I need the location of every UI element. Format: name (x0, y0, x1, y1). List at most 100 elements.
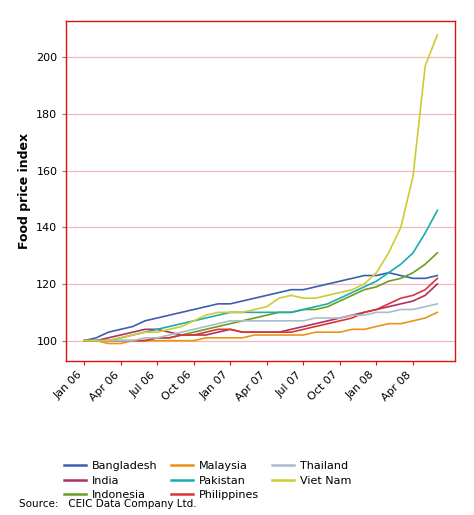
Pakistan (81, 338, 87, 344)
Viet Nam (374, 270, 379, 276)
Philippines (130, 338, 136, 344)
Indonesia (93, 338, 99, 344)
Viet Nam (410, 174, 416, 180)
Malaysia (374, 323, 379, 330)
India (325, 318, 330, 324)
Bangladesh (264, 293, 270, 299)
Indonesia (264, 312, 270, 318)
Malaysia (252, 332, 257, 338)
Malaysia (106, 340, 111, 347)
Viet Nam (106, 338, 111, 344)
Indonesia (386, 278, 392, 284)
Thailand (118, 338, 123, 344)
India (203, 332, 209, 338)
Thailand (252, 318, 257, 324)
Malaysia (142, 338, 148, 344)
India (374, 306, 379, 313)
Indonesia (203, 327, 209, 333)
Malaysia (276, 332, 282, 338)
Viet Nam (349, 287, 355, 293)
Thailand (142, 335, 148, 341)
Line: Viet Nam: Viet Nam (84, 35, 438, 341)
Indonesia (398, 276, 404, 282)
Pakistan (228, 310, 233, 316)
India (166, 329, 172, 335)
Pakistan (361, 284, 367, 290)
Pakistan (410, 250, 416, 256)
Y-axis label: Food price index: Food price index (18, 132, 31, 249)
India (361, 310, 367, 316)
Indonesia (155, 335, 160, 341)
Indonesia (215, 323, 221, 330)
Thailand (215, 321, 221, 327)
Philippines (422, 287, 428, 293)
Indonesia (130, 338, 136, 344)
Indonesia (337, 298, 343, 304)
Pakistan (203, 315, 209, 321)
Pakistan (93, 338, 99, 344)
Viet Nam (435, 32, 440, 38)
Malaysia (337, 329, 343, 335)
Viet Nam (215, 310, 221, 316)
Pakistan (349, 289, 355, 296)
Bangladesh (191, 306, 197, 313)
Malaysia (435, 310, 440, 316)
India (252, 329, 257, 335)
Indonesia (118, 338, 123, 344)
Philippines (142, 338, 148, 344)
Thailand (361, 312, 367, 318)
Bangladesh (325, 281, 330, 287)
Philippines (264, 329, 270, 335)
Malaysia (118, 340, 123, 347)
Bangladesh (361, 272, 367, 279)
Bangladesh (118, 327, 123, 333)
Pakistan (386, 270, 392, 276)
Pakistan (422, 230, 428, 236)
Philippines (106, 338, 111, 344)
Thailand (228, 318, 233, 324)
Bangladesh (276, 289, 282, 296)
India (386, 304, 392, 310)
Pakistan (252, 310, 257, 316)
Indonesia (325, 304, 330, 310)
Thailand (301, 318, 306, 324)
Pakistan (337, 295, 343, 301)
Philippines (81, 338, 87, 344)
Pakistan (179, 321, 184, 327)
Thailand (179, 329, 184, 335)
India (179, 332, 184, 338)
Indonesia (313, 306, 319, 313)
Viet Nam (386, 250, 392, 256)
Bangladesh (166, 312, 172, 318)
Indonesia (252, 315, 257, 321)
Malaysia (228, 335, 233, 341)
India (301, 323, 306, 330)
Malaysia (81, 338, 87, 344)
Thailand (422, 304, 428, 310)
Line: Pakistan: Pakistan (84, 211, 438, 341)
Indonesia (422, 261, 428, 267)
Philippines (155, 335, 160, 341)
Indonesia (435, 250, 440, 256)
Thailand (410, 306, 416, 313)
Bangladesh (301, 287, 306, 293)
Viet Nam (264, 304, 270, 310)
Malaysia (349, 327, 355, 333)
Thailand (337, 315, 343, 321)
India (215, 329, 221, 335)
Bangladesh (81, 338, 87, 344)
Pakistan (313, 304, 319, 310)
Pakistan (276, 310, 282, 316)
India (81, 338, 87, 344)
Philippines (179, 332, 184, 338)
Malaysia (166, 338, 172, 344)
Viet Nam (239, 310, 245, 316)
Philippines (301, 327, 306, 333)
Pakistan (239, 310, 245, 316)
Viet Nam (191, 318, 197, 324)
Malaysia (288, 332, 294, 338)
Bangladesh (215, 301, 221, 307)
Thailand (191, 327, 197, 333)
India (337, 315, 343, 321)
Philippines (118, 338, 123, 344)
